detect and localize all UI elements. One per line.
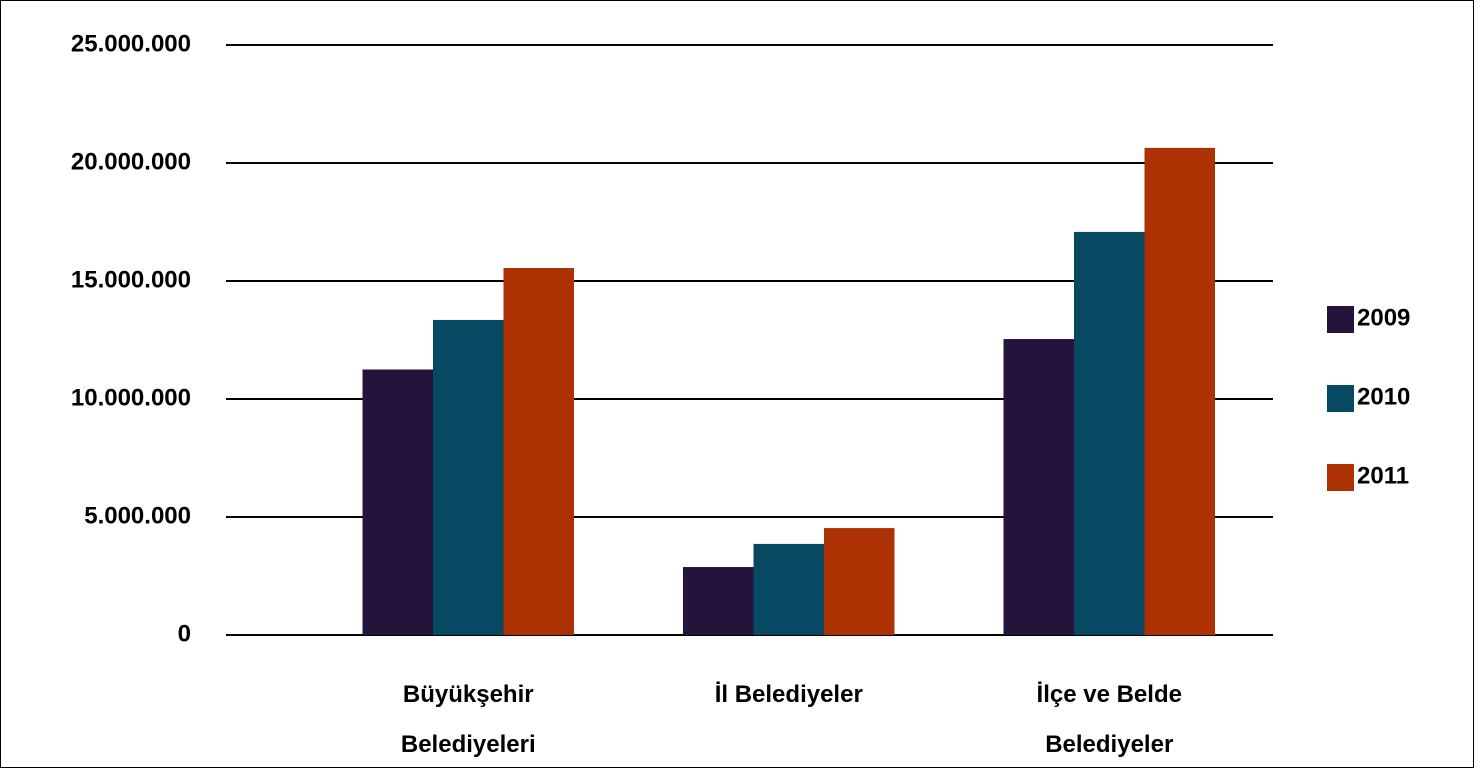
bar [1074, 231, 1145, 636]
legend-swatch [1327, 306, 1354, 333]
legend-label: 2009 [1357, 304, 1410, 331]
x-tick-label: Büyükşehir Belediyeleri [400, 681, 536, 758]
legend-swatch [1327, 385, 1354, 412]
bar [362, 369, 433, 635]
bar [1144, 147, 1215, 635]
bar [1003, 339, 1074, 635]
y-tick-label: 5.000.000 [84, 502, 191, 529]
y-tick-label: 0 [178, 620, 191, 647]
bar [683, 567, 754, 635]
legend-swatch [1327, 464, 1354, 491]
y-tick-label: 15.000.000 [71, 266, 191, 293]
x-tick-label: İl Belediyeler [714, 681, 863, 708]
bar [824, 528, 895, 635]
legend-label: 2011 [1357, 462, 1409, 489]
y-tick-label: 25.000.000 [71, 30, 191, 57]
bar [503, 268, 574, 635]
legend-label: 2010 [1357, 383, 1410, 410]
x-tick-label: İlçe ve Belde Belediyeler [1036, 681, 1182, 758]
y-tick-label: 20.000.000 [71, 148, 191, 175]
bar [433, 319, 504, 635]
y-tick-label: 10.000.000 [71, 384, 191, 411]
bar [753, 543, 824, 635]
